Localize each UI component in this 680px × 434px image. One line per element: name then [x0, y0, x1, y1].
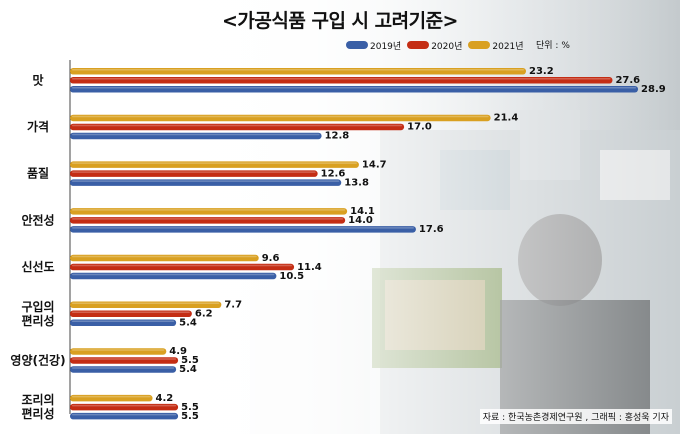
bar-2021년: [70, 68, 526, 75]
bar-2021년: [70, 161, 359, 168]
data-label: 4.9: [169, 346, 187, 357]
legend-swatch-2019: [346, 41, 368, 49]
data-label: 12.6: [321, 168, 346, 179]
bar-highlight: [72, 115, 489, 118]
bar-2020년: [70, 170, 318, 177]
data-label: 5.4: [179, 364, 197, 375]
data-label: 11.4: [297, 262, 322, 273]
data-label: 7.7: [224, 300, 242, 311]
data-label: 14.0: [348, 215, 373, 226]
data-label: 14.1: [350, 206, 375, 217]
bar-highlight: [72, 320, 175, 322]
category-label: 안전성: [21, 212, 54, 227]
bar-highlight: [72, 358, 177, 360]
bar-highlight: [72, 124, 403, 127]
bar-highlight: [72, 180, 340, 182]
bar-highlight: [72, 218, 344, 220]
legend-label-2020: 2020년: [431, 41, 463, 52]
bar-highlight: [72, 264, 293, 267]
bar-highlight: [72, 78, 611, 80]
data-label: 21.4: [494, 113, 519, 124]
data-label: 27.6: [615, 75, 640, 86]
category-label: 조리의 편리성: [21, 392, 54, 421]
bar-2021년: [70, 114, 491, 122]
bar-highlight: [72, 227, 414, 229]
legend-item-2019: 2019년: [346, 39, 401, 52]
data-label: 4.2: [156, 393, 174, 404]
data-label: 17.6: [419, 224, 444, 235]
bar-highlight: [72, 133, 320, 136]
data-label: 5.4: [179, 318, 197, 329]
bar-highlight: [72, 69, 524, 71]
data-label: 12.8: [325, 131, 350, 142]
bar-2019년: [70, 412, 179, 420]
data-label: 13.8: [344, 177, 369, 188]
bar-highlight: [72, 273, 275, 276]
bar-2019년: [70, 226, 416, 233]
chart-title: <가공식품 구입 시 고려기준>: [222, 10, 458, 32]
legend-label-2021: 2021년: [492, 41, 524, 52]
bar-2019년: [70, 319, 177, 326]
category-label: 가격: [27, 119, 49, 134]
bar-2020년: [70, 123, 405, 131]
bar-2020년: [70, 403, 179, 411]
legend-item-2020: 2020년: [407, 39, 462, 52]
data-label: 6.2: [195, 309, 213, 320]
bar-2019년: [70, 86, 639, 93]
category-label: 구입의 편리성: [21, 299, 54, 328]
bar-highlight: [72, 404, 177, 407]
data-label: 23.2: [529, 66, 554, 77]
bar-2019년: [70, 179, 342, 186]
data-label: 28.9: [641, 84, 666, 95]
bar-highlight: [72, 162, 357, 164]
category-label: 품질: [27, 167, 49, 181]
category-label: 신선도: [21, 259, 54, 274]
bar-highlight: [72, 349, 165, 351]
bar-2021년: [70, 394, 153, 402]
unit-label: 단위 : %: [536, 41, 570, 51]
bar-2021년: [70, 254, 259, 262]
bar-2021년: [70, 301, 222, 308]
data-label: 5.5: [181, 355, 199, 366]
bar-2020년: [70, 263, 295, 271]
bar-highlight: [72, 87, 637, 89]
bar-highlight: [72, 209, 346, 211]
data-label: 14.7: [362, 159, 387, 170]
bar-highlight: [72, 395, 151, 398]
bar-highlight: [72, 311, 190, 313]
data-label: 10.5: [279, 271, 304, 282]
bar-highlight: [72, 302, 220, 304]
bar-2019년: [70, 272, 277, 280]
bar-2019년: [70, 366, 177, 373]
bar-highlight: [72, 413, 177, 416]
data-label: 17.0: [407, 122, 432, 133]
bar-2020년: [70, 310, 192, 317]
category-label: 영양(건강): [10, 352, 65, 367]
bar-2021년: [70, 208, 348, 215]
bar-2019년: [70, 132, 322, 140]
legend-swatch-2021: [468, 41, 491, 49]
bar-2020년: [70, 217, 346, 224]
data-label: 5.5: [181, 402, 199, 413]
legend-item-2021: 2021년: [468, 39, 524, 52]
bar-2020년: [70, 357, 179, 364]
bar-highlight: [72, 367, 175, 369]
legend-swatch-2020: [407, 41, 430, 49]
data-label: 5.5: [181, 411, 199, 422]
bar-highlight: [72, 171, 316, 173]
category-label: 맛: [32, 73, 43, 87]
legend: 2019년 2020년 2021년: [346, 37, 530, 53]
bar-highlight: [72, 255, 257, 258]
bar-2020년: [70, 77, 613, 84]
data-label: 9.6: [262, 253, 280, 264]
source-credit: 자료 : 한국농촌경제연구원 , 그래픽 : 홍성욱 기자: [479, 409, 672, 424]
legend-label-2019: 2019년: [370, 41, 402, 52]
bar-2021년: [70, 348, 167, 355]
